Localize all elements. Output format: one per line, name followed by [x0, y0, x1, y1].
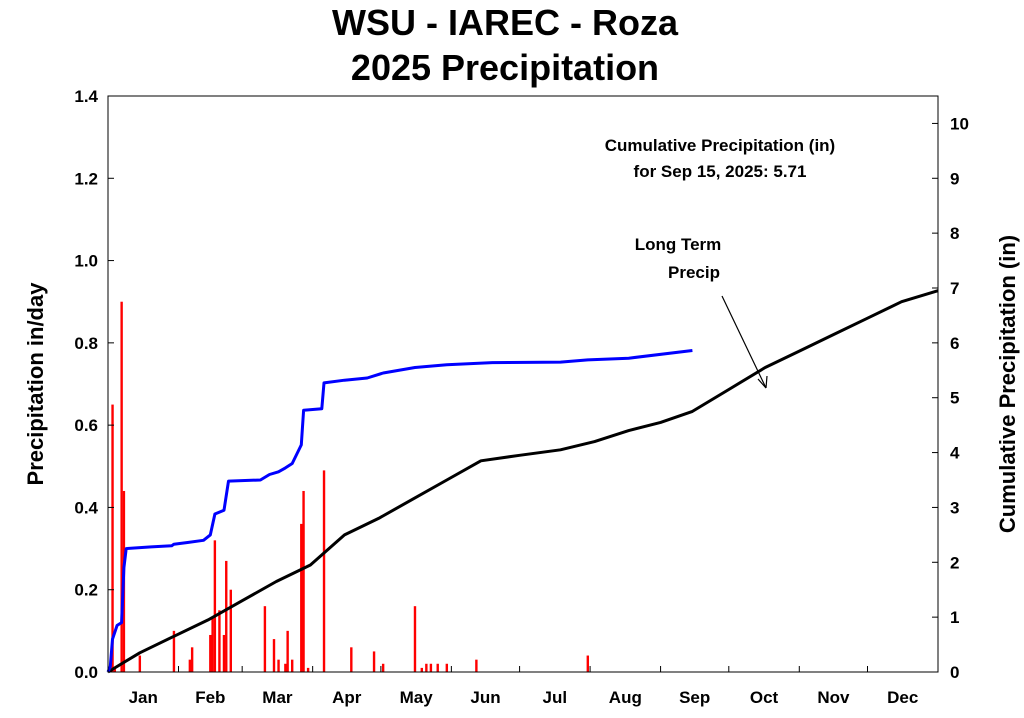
daily-precip-bar	[209, 634, 212, 672]
daily-precip-bar	[429, 663, 433, 672]
y-right-tick-label: 2	[950, 553, 959, 572]
daily-precip-bar	[290, 659, 294, 672]
y-axis-right: 0 1 2 3 4 5 6 7 8 9 10	[932, 114, 969, 682]
long-term-arrow-head	[757, 375, 768, 389]
daily-precip-bar	[350, 647, 353, 672]
y-left-tick-label: 0.8	[74, 334, 98, 353]
y-axis-left: 0.0 0.2 0.4 0.6 0.8 1.0 1.2 1.4	[74, 87, 114, 682]
x-month-label: Oct	[750, 688, 779, 707]
y-left-tick-label: 1.4	[74, 87, 98, 106]
y-left-tick-label: 0.4	[74, 498, 98, 517]
x-month-label: Jul	[543, 688, 568, 707]
plot-area	[106, 289, 939, 674]
x-month-label: Sep	[679, 688, 710, 707]
daily-precip-bar	[586, 655, 590, 672]
daily-precip-bar	[190, 647, 194, 672]
x-month-label: May	[400, 688, 434, 707]
daily-precip-bar	[222, 634, 226, 672]
daily-precip-bar	[229, 589, 232, 672]
daily-precip-bar	[138, 655, 142, 672]
daily-precip-bar	[420, 667, 424, 672]
daily-precip-bar	[272, 639, 276, 672]
daily-precip-bar	[302, 490, 305, 672]
daily-precip-bar	[322, 470, 326, 672]
y-right-tick-label: 8	[950, 224, 959, 243]
x-month-label: Jun	[470, 688, 500, 707]
long-term-label-line-1: Long Term	[635, 235, 722, 254]
daily-precip-bar	[211, 618, 214, 672]
y-right-tick-label: 9	[950, 169, 959, 188]
x-month-label: Aug	[609, 688, 642, 707]
daily-precip-bar	[111, 404, 114, 672]
daily-precip-bar	[286, 630, 289, 672]
cumulative-annotation-line-1: Cumulative Precipitation (in)	[605, 136, 835, 155]
daily-precip-bar	[172, 630, 176, 672]
y-left-tick-label: 0.2	[74, 581, 98, 600]
y-right-tick-label: 0	[950, 663, 959, 682]
y-right-tick-label: 3	[950, 498, 959, 517]
y-left-tick-label: 0.6	[74, 416, 98, 435]
daily-precip-bar	[425, 663, 428, 672]
long-term-label-line-2: Precip	[668, 263, 720, 282]
daily-precip-bar	[218, 610, 221, 672]
y-right-tick-label: 6	[950, 334, 959, 353]
y-axis-left-label: Precipitation in/day	[23, 282, 48, 486]
y-left-tick-label: 1.2	[74, 169, 98, 188]
y-right-tick-label: 1	[950, 608, 959, 627]
x-month-label: Feb	[195, 688, 225, 707]
daily-precip-bar	[436, 663, 439, 672]
y-right-tick-label: 4	[950, 444, 960, 463]
daily-precip-bar	[225, 560, 228, 672]
daily-precip-bar	[113, 667, 117, 672]
plot-frame	[107, 95, 939, 673]
daily-precip-bar	[372, 651, 376, 672]
long-term-arrow-shaft	[721, 295, 767, 389]
daily-precip-bar	[300, 523, 303, 672]
x-month-label: Mar	[262, 688, 293, 707]
daily-precip-bar	[120, 301, 123, 672]
y-right-tick-label: 7	[950, 279, 959, 298]
daily-precip-bar	[188, 659, 192, 672]
daily-precip-bar	[475, 659, 478, 672]
chart-title-line-1: WSU - IAREC - Roza	[332, 2, 679, 43]
x-month-label: Nov	[817, 688, 850, 707]
daily-precip-bar	[381, 663, 385, 672]
daily-precip-bar	[306, 667, 310, 672]
cumulative-2025-line	[106, 349, 693, 673]
y-left-tick-label: 1.0	[74, 252, 98, 271]
long-term-precip-line	[107, 289, 939, 674]
x-month-label: Dec	[887, 688, 918, 707]
x-month-label: Apr	[332, 688, 362, 707]
x-axis: Jan Feb Mar Apr May Jun Jul Aug Sep Oct Nov Dec	[107, 666, 918, 707]
x-month-label: Jan	[129, 688, 158, 707]
daily-precip-bar	[413, 606, 417, 672]
y-axis-right-label: Cumulative Precipitation (in)	[995, 235, 1020, 533]
y-right-tick-label: 5	[950, 389, 959, 408]
y-left-tick-label: 0.0	[74, 663, 98, 682]
daily-precip-bar	[445, 663, 449, 672]
daily-precip-bar	[263, 606, 267, 672]
chart-title-line-2: 2025 Precipitation	[351, 47, 659, 88]
daily-precip-bar	[277, 659, 280, 672]
daily-precip-bar	[213, 540, 217, 672]
cumulative-annotation-line-2: for Sep 15, 2025: 5.71	[634, 162, 807, 181]
y-right-tick-label: 10	[950, 114, 969, 133]
daily-precip-bar	[284, 663, 287, 672]
